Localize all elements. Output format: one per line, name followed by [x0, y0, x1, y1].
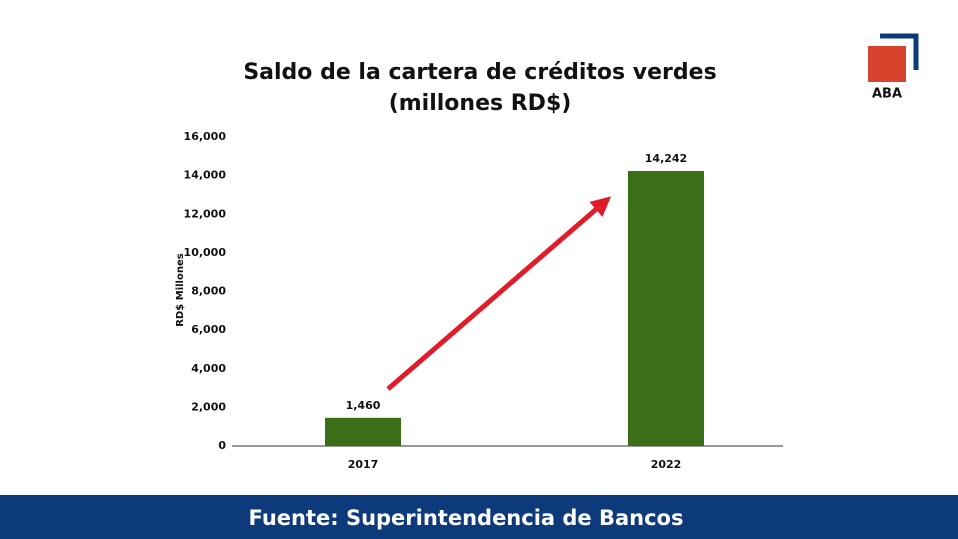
y-tick-label: 8,000 — [191, 285, 226, 298]
y-tick-label: 6,000 — [191, 323, 226, 336]
bar — [325, 417, 401, 446]
y-tick-label: 12,000 — [184, 207, 227, 220]
y-tick-label: 4,000 — [191, 362, 226, 375]
x-tick-label: 2022 — [651, 458, 682, 471]
x-tick-label: 2017 — [348, 458, 379, 471]
footer: Fuente: Superintendencia de Bancos — [249, 506, 684, 530]
chart-subtitle: (millones RD$) — [389, 91, 572, 116]
footer-band — [0, 495, 958, 539]
y-tick-label: 0 — [218, 439, 226, 452]
trend-arrow — [386, 196, 612, 391]
y-axis-label: RD$ Millones — [175, 253, 186, 326]
y-tick-label: 14,000 — [184, 169, 227, 182]
y-tick-label: 16,000 — [184, 130, 227, 143]
logo: ABA — [868, 33, 919, 102]
logo-square — [868, 46, 906, 82]
logo-corner — [880, 33, 919, 70]
chart-title: Saldo de la cartera de créditos verdes — [243, 60, 716, 85]
data-label: 1,460 — [346, 399, 381, 412]
y-tick-label: 10,000 — [184, 246, 227, 259]
bar — [628, 170, 704, 447]
logo-text: ABA — [872, 87, 902, 102]
data-label: 14,242 — [645, 152, 687, 165]
y-tick-label: 2,000 — [191, 400, 226, 413]
